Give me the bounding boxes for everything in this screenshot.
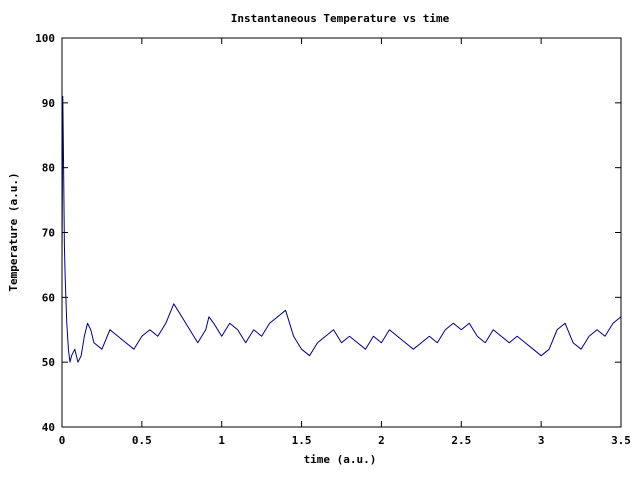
x-tick-label: 1.5 [292,434,312,447]
chart-title: Instantaneous Temperature vs time [231,12,450,25]
y-tick-label: 100 [35,32,55,45]
y-tick-label: 80 [42,162,55,175]
y-tick-label: 90 [42,97,55,110]
y-tick-label: 60 [42,291,55,304]
x-tick-label: 3 [538,434,545,447]
y-tick-label: 50 [42,356,55,369]
x-tick-label: 1 [218,434,225,447]
y-axis: 40 50 60 70 80 90 100 [35,32,621,434]
plot-area-border [61,37,622,428]
y-tick-label: 40 [42,421,55,434]
series-layer [61,95,622,363]
y-axis-label: Temperature (a.u.) [7,172,20,291]
x-tick-label: 2.5 [451,434,471,447]
x-tick-label: 2 [378,434,385,447]
y-tick-label: 70 [42,227,55,240]
x-axis-label: time (a.u.) [304,453,377,466]
temperature-series-line [61,95,622,363]
x-tick-label: 0.5 [132,434,152,447]
x-tick-label: 3.5 [611,434,631,447]
x-tick-label: 0 [59,434,66,447]
x-axis: 0 0.5 1 1.5 2 2.5 3 3.5 [59,38,631,447]
